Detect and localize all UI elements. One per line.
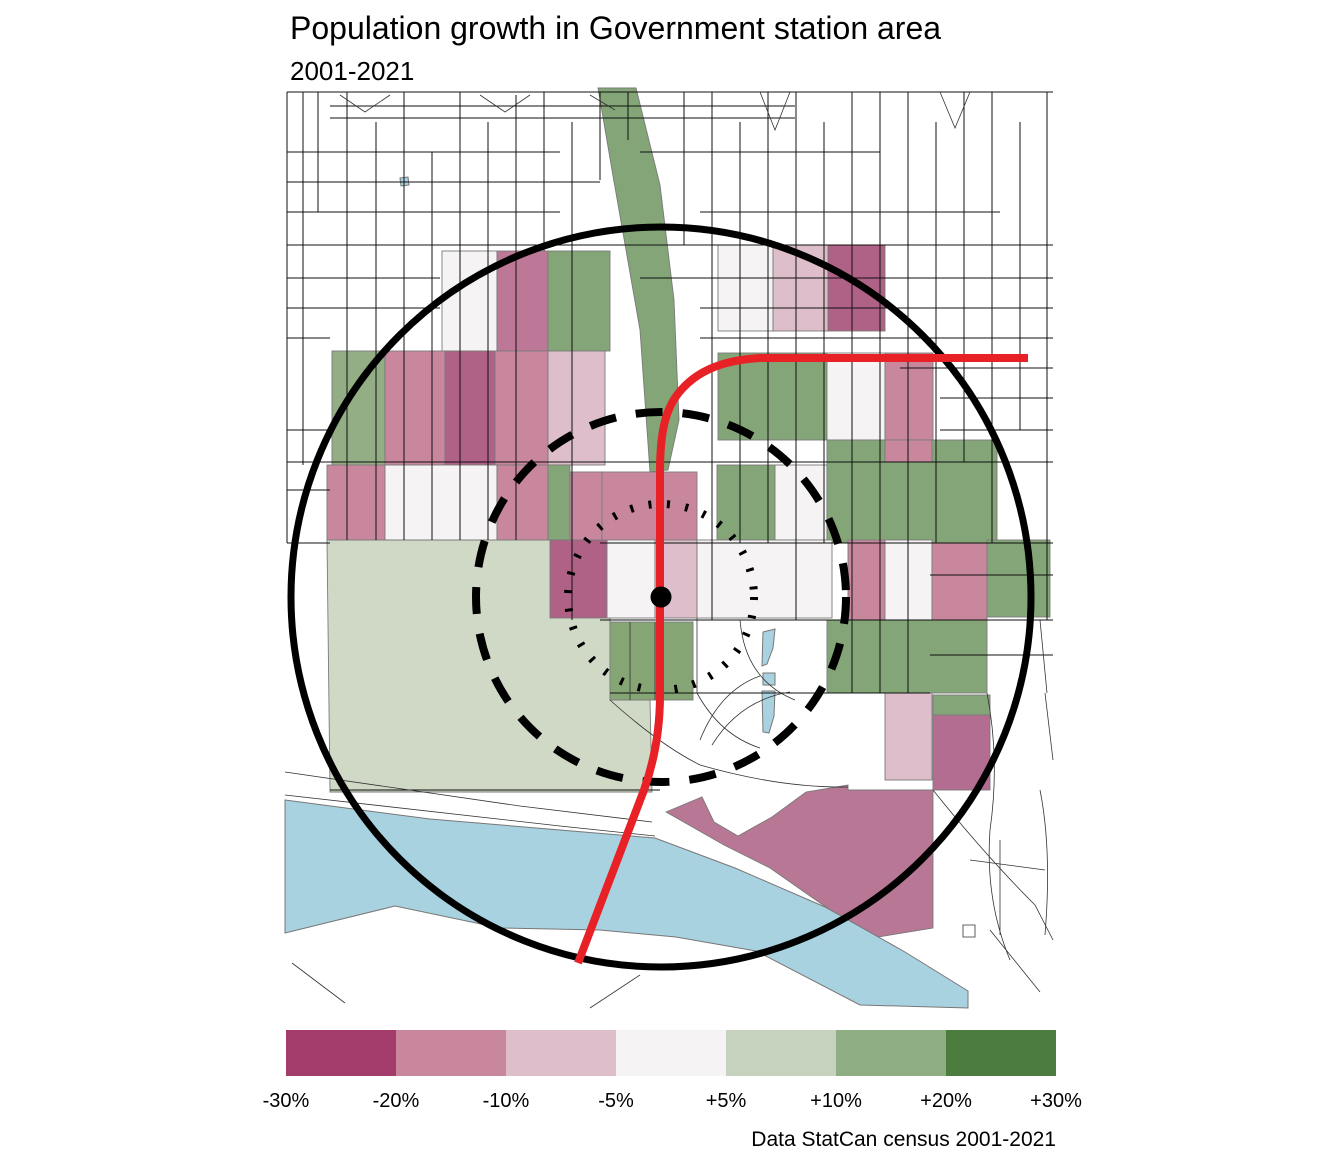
middle-buffer-circle [472,408,850,786]
census-tract [884,692,933,781]
outer-buffer-circle [287,223,1035,971]
census-tract [569,471,603,541]
census-tract [826,352,886,441]
census-tracts-layer [326,87,1051,939]
census-tract [664,784,934,939]
pond [761,628,776,667]
legend-labels: -30% -20% -10% -5% +5% +10% +20% +30% [231,1090,1111,1113]
census-tract [496,250,549,352]
legend-label: +10% [810,1090,862,1112]
legend-swatch [726,1030,836,1076]
station-marker [650,586,672,608]
figure-subtitle: 2001-2021 [290,56,415,86]
pond [762,672,776,686]
census-tract [717,244,774,332]
legend-swatch [506,1030,616,1076]
census-tract [932,694,991,716]
legend-colorbar [286,1030,1056,1076]
legend-swatch [836,1030,946,1076]
census-tract [696,539,833,619]
legend-label: -5% [598,1090,634,1112]
census-tract [549,539,608,619]
census-tract [606,539,656,619]
census-tract [547,250,611,352]
transit-line [574,354,1028,965]
legend-label: +5% [705,1090,747,1112]
legend-swatch [396,1030,506,1076]
legend-label: +30% [1030,1090,1082,1112]
legend-swatch [946,1030,1056,1076]
census-tract [826,619,988,694]
street-grid [284,91,1054,1009]
pond [761,690,776,734]
census-tract [609,621,694,701]
census-tract [847,539,886,621]
legend-label: -20% [372,1090,420,1112]
census-tract [384,350,446,466]
census-tract [444,350,496,466]
census-tract [774,464,828,541]
census-tract [986,539,1051,618]
census-tract [597,87,680,473]
census-tract [931,542,988,621]
census-tract [384,464,498,541]
census-tract [827,244,886,332]
data-attribution: Data StatCan census 2001-2021 [751,1128,1056,1151]
legend-swatch [286,1030,396,1076]
census-tract [547,464,571,541]
census-tract [716,464,776,541]
buffer-circles-layer [287,223,1035,971]
census-tract [494,350,549,466]
legend-label: -30% [262,1090,310,1112]
legend-swatch [616,1030,726,1076]
legend-label: +20% [920,1090,972,1112]
census-tract [884,352,934,441]
figure-title: Population growth in Government station … [290,10,942,46]
inner-buffer-circle [564,500,758,694]
legend-label: -10% [482,1090,530,1112]
